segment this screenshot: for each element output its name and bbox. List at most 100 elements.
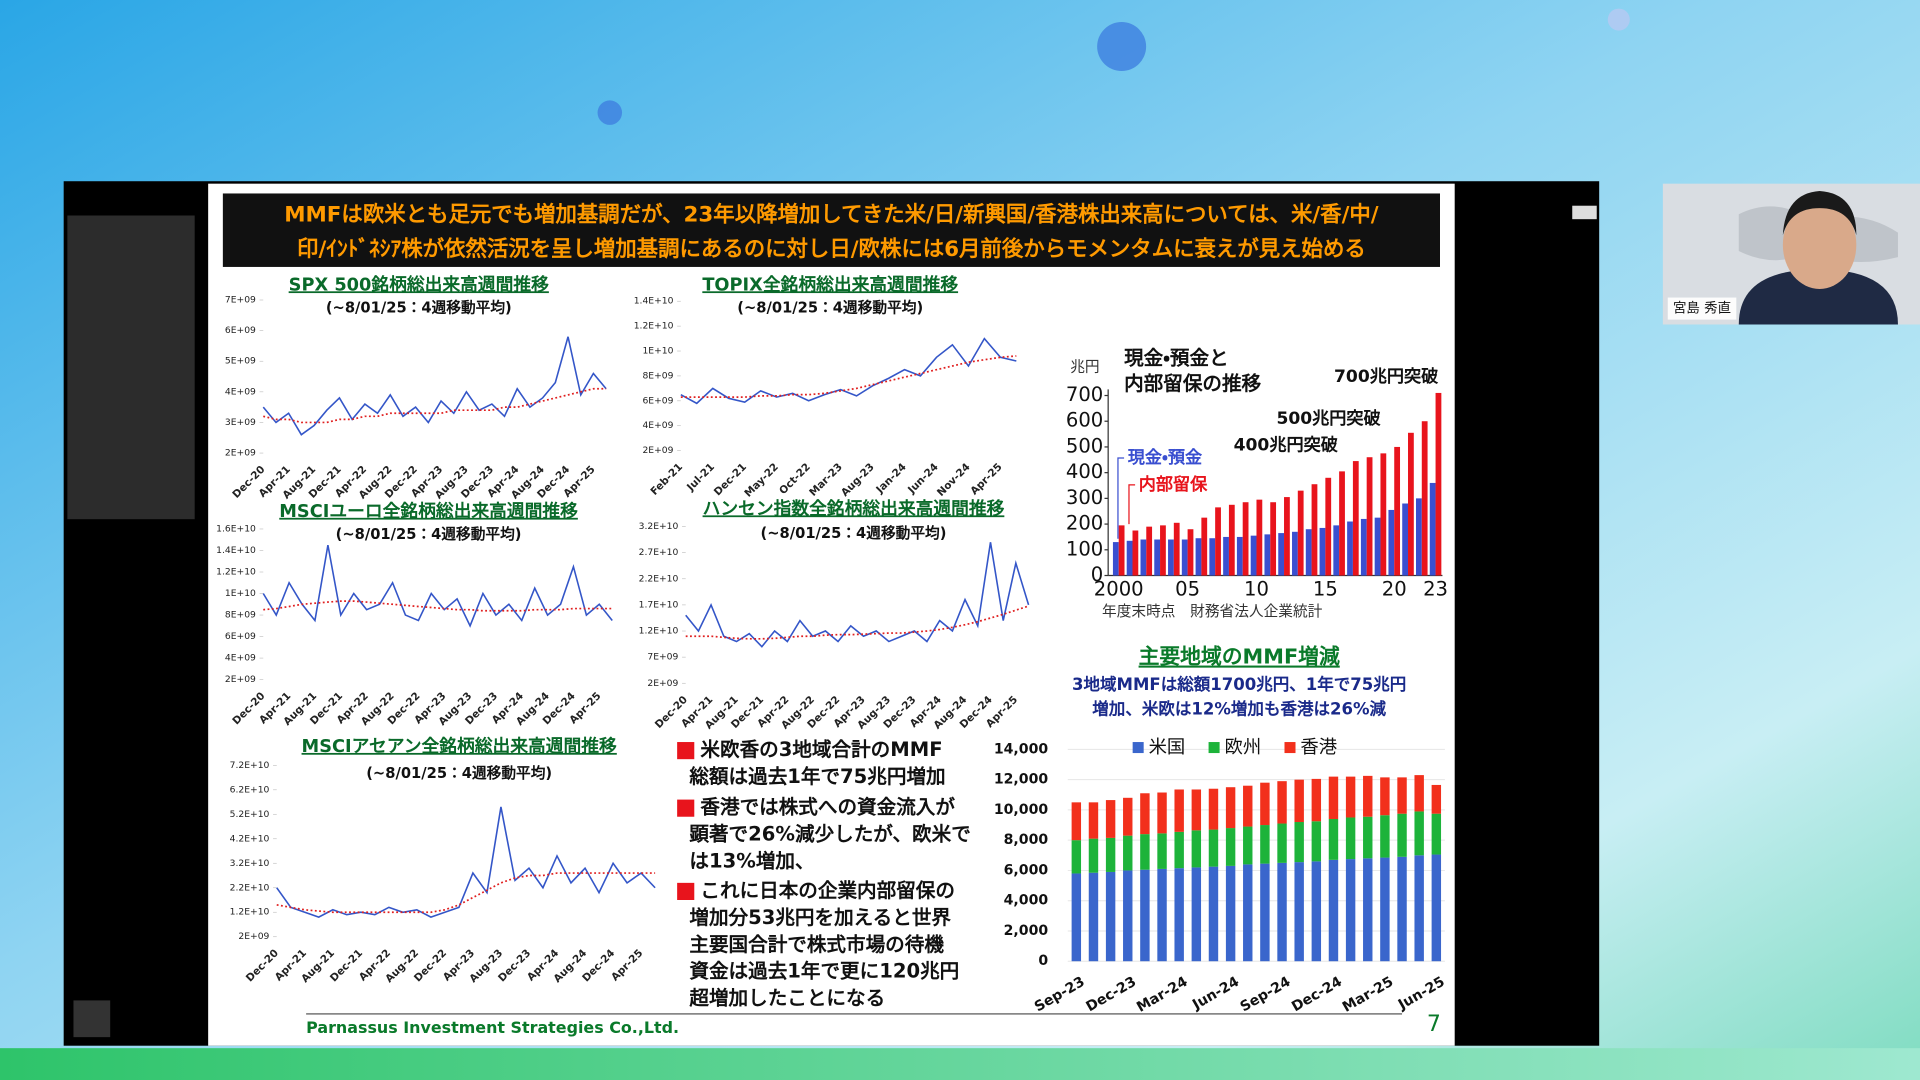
chart-title: 現金・預金と xyxy=(1124,346,1229,369)
bar-segment xyxy=(1174,868,1184,962)
participant-body xyxy=(1738,269,1898,325)
y-tick-label: 1.4E+10 xyxy=(634,296,674,307)
bar xyxy=(1250,535,1257,576)
mmf-note: 3地域MMFは総額1700兆円、1年で75兆円 xyxy=(1072,674,1406,694)
cc-icon[interactable] xyxy=(1572,205,1597,220)
y-tick-label: 400 xyxy=(1066,460,1103,483)
bar-segment xyxy=(1243,864,1253,962)
bar xyxy=(1347,521,1353,576)
y-tick-label: 6E+09 xyxy=(642,395,673,406)
bar-segment xyxy=(1345,776,1356,818)
bar xyxy=(1311,484,1318,576)
y-tick-label: 7E+09 xyxy=(647,652,678,663)
bar-segment xyxy=(1123,870,1133,962)
bar xyxy=(1339,471,1345,576)
data-line xyxy=(685,542,1030,648)
bar-segment xyxy=(1208,866,1219,962)
bar-segment xyxy=(1380,777,1390,816)
bar xyxy=(1394,446,1401,576)
x-tick-label: 05 xyxy=(1175,578,1200,601)
bar xyxy=(1168,539,1174,576)
bar-segment xyxy=(1191,789,1202,831)
bar-segment xyxy=(1294,862,1304,962)
bar xyxy=(1264,534,1271,576)
series-label: 現金・預金 xyxy=(1128,447,1203,468)
bar-segment xyxy=(1345,859,1356,962)
bar-segment xyxy=(1277,823,1287,863)
y-tick-label: 5.2E+10 xyxy=(230,809,270,820)
bar xyxy=(1435,392,1442,576)
bar-segment xyxy=(1431,784,1442,814)
bar-segment xyxy=(1088,802,1099,839)
headline: MMFは欧米とも足元でも増加基調だが、23年以降増加してきた米/日/新興国/香港… xyxy=(284,202,1379,228)
y-tick-label: 1.6E+10 xyxy=(216,523,256,534)
bullet-text: 増加分53兆円を加えると世界 xyxy=(689,906,951,929)
y-tick-label: 2E+09 xyxy=(225,448,256,459)
y-tick-label: 2E+09 xyxy=(647,678,678,689)
chart-title: MSCIアセアン全銘柄総出来高週間推移 xyxy=(302,735,618,757)
participant-face xyxy=(1782,200,1857,289)
trend-line xyxy=(685,605,1029,640)
y-tick-label: 4E+09 xyxy=(225,653,256,664)
chart-subtitle: (~8/01/25：4週移動平均) xyxy=(366,764,552,782)
bar-segment xyxy=(1328,818,1339,860)
bullet-text: 主要国合計で株式市場の待機 xyxy=(689,933,944,956)
bar xyxy=(1270,502,1277,576)
bar xyxy=(1374,517,1381,576)
bullet-text: 顕著で26%減少したが、欧米で xyxy=(689,823,970,846)
bar-segment xyxy=(1208,788,1219,830)
legend-label: 欧州 xyxy=(1224,737,1261,758)
annotation: 700兆円突破 xyxy=(1334,366,1438,387)
chart-title: ハンセン指数全銘柄総出来高週間推移 xyxy=(703,497,1005,519)
y-tick-label: 4.2E+10 xyxy=(230,833,270,844)
bar-segment xyxy=(1071,873,1082,962)
bar xyxy=(1132,530,1139,576)
chart-title: TOPIX全銘柄総出来高週間推移 xyxy=(702,273,958,295)
bar xyxy=(1154,539,1161,576)
bar-segment xyxy=(1140,834,1150,870)
legend-swatch xyxy=(1132,742,1144,754)
y-tick-label: 2.7E+10 xyxy=(639,547,679,558)
y-tick-label: 0 xyxy=(1038,953,1048,969)
bar-segment xyxy=(1105,800,1116,838)
x-tick-label: 2000 xyxy=(1094,578,1144,601)
y-tick-label: 4E+09 xyxy=(642,420,673,431)
bar-segment xyxy=(1208,829,1219,867)
bar-segment xyxy=(1225,787,1236,829)
bar-segment xyxy=(1328,859,1339,962)
y-tick-label: 2,000 xyxy=(1004,923,1049,939)
bar xyxy=(1223,536,1229,576)
decor-circle xyxy=(1097,22,1147,72)
y-tick-label: 6,000 xyxy=(1004,862,1049,878)
bar-segment xyxy=(1243,826,1253,865)
x-tick-label: 23 xyxy=(1423,578,1448,601)
y-tick-label: 1.2E+10 xyxy=(634,321,674,332)
bar xyxy=(1256,499,1263,576)
bar xyxy=(1209,538,1216,576)
y-tick-label: 7E+09 xyxy=(225,295,256,306)
bar-segment xyxy=(1414,775,1424,812)
y-tick-label: 500 xyxy=(1066,434,1103,457)
bar xyxy=(1181,539,1188,576)
y-tick-label: 1.2E+10 xyxy=(639,626,679,637)
annotation: 500兆円突破 xyxy=(1276,408,1380,429)
bar-segment xyxy=(1174,831,1184,869)
bar-segment xyxy=(1225,828,1236,866)
y-tick-label: 2E+09 xyxy=(225,674,256,685)
x-tick-label: 15 xyxy=(1313,578,1338,601)
footnote: 年度末時点 財務省法人企業統計 xyxy=(1102,603,1323,620)
bar-segment xyxy=(1431,813,1442,855)
y-tick-label: 1E+10 xyxy=(642,346,673,357)
bullet-mark xyxy=(677,882,695,900)
bar-segment xyxy=(1140,793,1150,835)
y-tick-label: 7.2E+10 xyxy=(230,760,270,771)
y-tick-label: 3.2E+10 xyxy=(639,521,679,532)
bar-segment xyxy=(1260,863,1270,962)
y-tick-label: 100 xyxy=(1066,537,1103,560)
bar-segment xyxy=(1088,838,1099,873)
legend-label: 米国 xyxy=(1149,737,1186,758)
y-tick-label: 1E+10 xyxy=(225,588,256,599)
bar xyxy=(1325,477,1332,576)
bar xyxy=(1140,539,1147,576)
bar-segment xyxy=(1123,835,1133,871)
